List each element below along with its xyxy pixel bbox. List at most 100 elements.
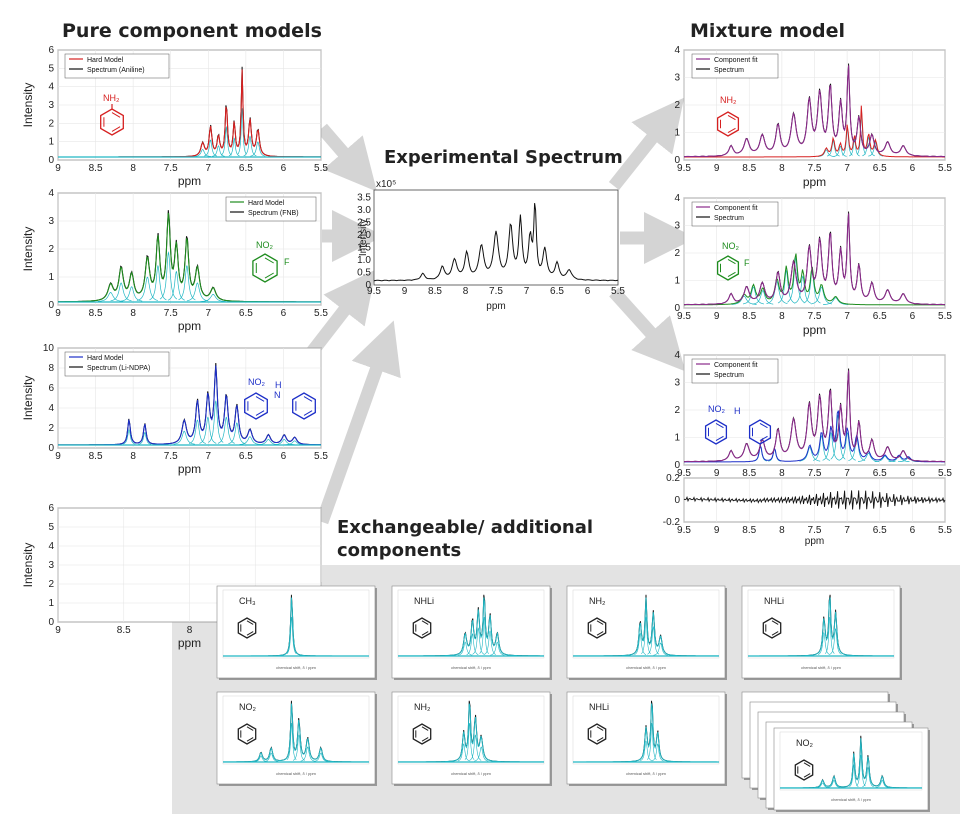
mixture-3-component-peak: [838, 432, 856, 461]
experimental-exponent: x10⁵: [376, 179, 396, 190]
mixture-1-xtick: 7.5: [808, 163, 822, 174]
mixture-1-xtick: 8: [779, 163, 785, 174]
mixture-2-xtick: 9.5: [677, 311, 691, 322]
experimental-ytick: 3.0: [357, 205, 371, 216]
card-4-structure: [762, 617, 782, 639]
experimental-ytick: 0.5: [357, 268, 371, 279]
mixture-3-component-peak: [858, 452, 879, 462]
pure-panel-fnb: 4 3 2 1 09 8.5 8 7.5 7 6.5 6 5.5 Intensity ppm Hard Mo…: [21, 188, 328, 333]
pure-lindpa-component-peak: [173, 430, 195, 445]
mixture-3-component-line: [684, 410, 945, 463]
pure-fnb-xtick: 8: [130, 308, 136, 319]
arrow-aniline-to-exp: [317, 123, 377, 192]
card-7-substituent: NHLi: [589, 702, 609, 712]
pure-fnb-component-peak: [186, 282, 209, 302]
mixture-1-fit-line: [683, 65, 946, 158]
residual-ytick: 0.2: [666, 473, 680, 484]
exchangeable-card-stack: chemical shift, δ / ppm NO₂: [741, 691, 930, 812]
exchangeable-card-4: chemical shift, δ / ppm NHLi: [741, 585, 902, 680]
pure-lindpa-legend: [64, 351, 170, 377]
card-3-structure: [587, 617, 607, 639]
mixture-3-legend: [691, 358, 779, 384]
stack-card-top-substituent: NO₂: [796, 738, 814, 748]
card-6-xlabel: chemical shift, δ / ppm: [451, 771, 491, 776]
lindpa-ring-b: [292, 392, 316, 420]
mixture-2-xtick: 7.5: [808, 311, 822, 322]
mixture-1-ytick: 1: [674, 128, 680, 139]
stack-card-top-component-peak: [856, 754, 866, 787]
pure-empty-ytick: 1: [48, 598, 54, 609]
pure-aniline-ytick: 1: [48, 137, 54, 148]
experimental-xtick: 7.5: [489, 286, 503, 297]
pure-aniline-component-peak: [228, 137, 240, 157]
mixture-2-xtick: 8: [779, 311, 785, 322]
experimental-ylabel: Intensity: [358, 219, 369, 256]
mixture-3-xtick: 9: [714, 468, 720, 479]
pure-aniline-ytick: 2: [48, 118, 54, 129]
mixture-2-component-peak: [823, 297, 849, 305]
pure-aniline-xtick: 6: [281, 163, 287, 174]
pure-lindpa-component-peak: [228, 422, 246, 445]
experimental-xtick: 7: [524, 286, 530, 297]
mixture-1-xlabel: ppm: [803, 175, 826, 189]
mixture-3-xtick: 6.5: [873, 468, 887, 479]
pure-aniline-xtick: 8.5: [89, 163, 103, 174]
stack-card-top-structure: [794, 759, 814, 781]
mix-lindpa-ring-a: [704, 419, 728, 445]
pure-fnb-xlabel: ppm: [178, 319, 201, 333]
mixture-1-ytick: 4: [674, 45, 680, 56]
pure-aniline-xtick: 8: [130, 163, 136, 174]
mixture-3-xtick: 5.5: [938, 468, 952, 479]
card-3-substituent: NH₂: [589, 596, 606, 606]
pure-aniline-component-peak: [212, 145, 225, 157]
stack-card-top-xlabel: chemical shift, δ / ppm: [831, 797, 871, 802]
residual-ytick: 0: [674, 495, 680, 506]
header-exchangeable-2: components: [337, 540, 461, 561]
header-experimental: Experimental Spectrum: [384, 147, 623, 168]
fnb-no2-label: NO₂: [256, 240, 274, 250]
card-3-component-peak: [641, 616, 651, 654]
mixture-2-xlabel: ppm: [803, 323, 826, 337]
exchangeable-card-6: chemical shift, δ / ppm NH₂: [391, 691, 552, 786]
experimental-ytick: 0: [365, 280, 371, 291]
mix-fnb-f: F: [744, 258, 750, 268]
pure-aniline-ytick: 3: [48, 100, 54, 111]
pure-lindpa-ytick: 8: [48, 363, 54, 374]
pure-lindpa-xtick: 7: [206, 451, 212, 462]
aniline-structure: [100, 108, 124, 136]
pure-fnb-xtick: 7.5: [164, 308, 178, 319]
mixture-3-ytick: 3: [674, 378, 680, 389]
pure-aniline-xtick: 9: [55, 163, 61, 174]
card-7-xlabel: chemical shift, δ / ppm: [626, 771, 666, 776]
card-4-component-peak: [817, 632, 830, 655]
residual-xtick: 5.5: [938, 525, 952, 536]
card-6-component-peak: [464, 723, 475, 760]
experimental-panel: 3.53.0 2.52.0 1.51.0 0.509.5 9 8.5 8 7.5 7 6.5 6 5.…: [357, 179, 625, 312]
mixture-panel-2: 4 3 2 1 09.5 9 8.5 8 7.5 7 6.5 6 5.5 ppm Component fit…: [674, 193, 952, 337]
experimental-plot: 3.53.0 2.52.0 1.51.0 0.509.5 9 8.5 8 7.5 7 6.5 6 5.…: [357, 179, 625, 312]
pure-aniline-ylabel: Intensity: [21, 83, 35, 128]
mixture-1-component-peak: [827, 140, 840, 157]
pure-fnb-component-peak: [159, 251, 178, 300]
pure-aniline-component-peak: [237, 108, 247, 155]
header-pure-models: Pure component models: [62, 20, 322, 42]
residual-xtick: 7: [844, 525, 850, 536]
lindpa-n-label: N: [274, 390, 281, 400]
pure-empty-ytick: 5: [48, 522, 54, 533]
card-6-component-peak: [457, 743, 470, 762]
experimental-xlabel: ppm: [486, 301, 505, 312]
mixture-1-ytick: 3: [674, 73, 680, 84]
mix-aniline-structure: [716, 111, 740, 137]
exchangeable-card-3: chemical shift, δ / ppm NH₂: [566, 585, 727, 680]
pure-aniline-xtick: 7.5: [164, 163, 178, 174]
pure-lindpa-component-peak: [188, 419, 206, 444]
mixture-3-xtick: 7: [844, 468, 850, 479]
residual-xlabel: ppm: [805, 536, 824, 547]
card-5-component-peak: [300, 746, 315, 762]
residual-xtick: 7.5: [808, 525, 822, 536]
pure-aniline-xlabel: ppm: [178, 174, 201, 188]
card-1-substituent: CH₃: [239, 596, 256, 606]
mixture-1-ytick: 0: [674, 155, 680, 166]
